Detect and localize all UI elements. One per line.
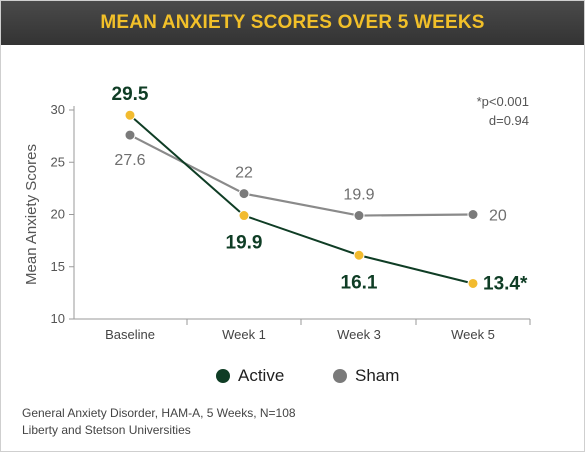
data-point-active bbox=[124, 109, 136, 121]
data-label-active: 29.5 bbox=[112, 84, 149, 105]
series-line-active bbox=[129, 114, 474, 285]
data-point-sham bbox=[238, 188, 250, 200]
data-point-sham bbox=[353, 210, 365, 222]
footnote: General Anxiety Disorder, HAM-A, 5 Weeks… bbox=[22, 405, 296, 439]
y-axis-title: Mean Anxiety Scores bbox=[23, 144, 40, 285]
series-lines bbox=[129, 114, 474, 285]
y-tick-label: 20 bbox=[51, 207, 65, 222]
data-labels: 29.5 19.9 16.1 13.4* 27.6 22 19.9 20 bbox=[112, 84, 528, 294]
x-tick-label: Week 3 bbox=[337, 327, 381, 342]
legend: Active Sham bbox=[0, 366, 585, 390]
data-label-active: 19.9 bbox=[226, 233, 263, 254]
legend-marker-active bbox=[216, 369, 230, 383]
x-tick-label: Baseline bbox=[105, 327, 155, 342]
series-points bbox=[124, 109, 479, 289]
data-label-active: 13.4* bbox=[483, 273, 528, 294]
p-value-annotation: *p<0.001 bbox=[476, 94, 529, 109]
data-point-sham bbox=[467, 209, 479, 220]
footnote-source: Liberty and Stetson Universities bbox=[22, 423, 191, 437]
title-bar: MEAN ANXIETY SCORES OVER 5 WEEKS bbox=[1, 1, 584, 45]
y-tick-label: 25 bbox=[51, 154, 65, 169]
data-label-active: 16.1 bbox=[341, 272, 378, 293]
x-tick-label: Week 1 bbox=[222, 327, 266, 342]
legend-marker-sham bbox=[333, 369, 347, 383]
x-tick-label: Week 5 bbox=[451, 327, 495, 342]
data-label-sham: 22 bbox=[235, 165, 253, 182]
data-point-active bbox=[238, 210, 250, 222]
series-line-sham bbox=[129, 134, 474, 217]
legend-item-sham: Sham bbox=[333, 366, 399, 386]
legend-label-active: Active bbox=[238, 366, 285, 385]
data-label-sham: 27.6 bbox=[114, 152, 145, 169]
footnote-study: General Anxiety Disorder, HAM-A, 5 Weeks… bbox=[22, 406, 296, 420]
data-label-sham: 20 bbox=[489, 208, 507, 225]
effect-size-annotation: d=0.94 bbox=[488, 113, 529, 128]
stats-annotation: *p<0.001 d=0.94 bbox=[477, 92, 529, 130]
y-tick-label: 30 bbox=[51, 102, 65, 117]
data-label-sham: 19.9 bbox=[343, 187, 374, 204]
legend-label-sham: Sham bbox=[355, 366, 400, 385]
data-point-sham bbox=[124, 129, 136, 141]
legend-item-active: Active bbox=[216, 366, 284, 386]
data-point-active bbox=[467, 277, 479, 289]
y-tick-label: 15 bbox=[51, 259, 65, 274]
chart-title: MEAN ANXIETY SCORES OVER 5 WEEKS bbox=[100, 12, 485, 33]
data-point-active bbox=[353, 249, 365, 261]
y-tick-label: 10 bbox=[51, 311, 65, 326]
axes: 10 15 20 25 30 Baseline Week 1 Week 3 Week 5 Mean… bbox=[23, 102, 531, 342]
